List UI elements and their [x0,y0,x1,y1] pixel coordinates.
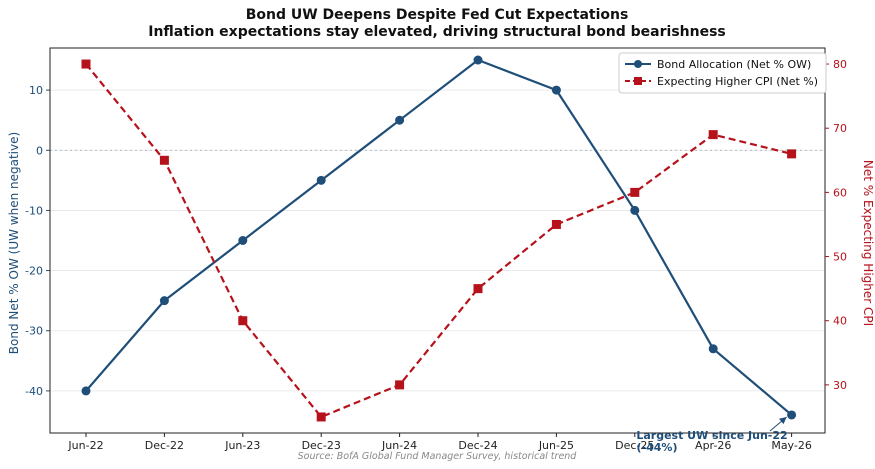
cpi-expectation-point [159,155,169,165]
left-tick-label: -20 [25,265,43,278]
annotation-arrowhead [778,416,787,425]
bond-allocation-point [81,386,91,396]
x-tick-label: Dec-24 [458,439,497,452]
annotation-text-value: (-44%) [637,441,678,454]
bond-allocation-point [316,175,326,185]
left-tick-label: -40 [25,385,43,398]
bond-allocation-point [551,85,561,95]
x-tick-label: Dec-23 [302,439,341,452]
chart-title: Bond UW Deepens Despite Fed Cut Expectat… [246,7,629,23]
right-axis-ticks: 30 40 50 60 70 80 [825,58,847,392]
legend-marker-cpi [634,77,642,85]
cpi-expectation-point [395,380,405,390]
series-line-bond-allocation [85,58,793,416]
bond-allocation-point [630,205,640,215]
legend-marker-bond [634,60,642,68]
legend-label-bond: Bond Allocation (Net % OW) [657,58,811,71]
bond-allocation-point [708,344,718,354]
cpi-expectation-point [473,284,483,294]
bond-allocation-point [159,296,169,306]
cpi-expectation-point [708,130,718,140]
cpi-expectation-point [238,316,248,326]
right-tick-label: 50 [833,251,847,264]
left-tick-label: -30 [25,325,43,338]
chart-subtitle: Inflation expectations stay elevated, dr… [148,24,726,40]
cpi-expectation-point [787,149,797,159]
cpi-expectation-point [551,219,561,229]
right-tick-label: 60 [833,186,847,199]
series-layer [81,55,797,422]
legend-box [618,52,827,94]
x-tick-label: Jun-25 [538,439,574,452]
left-axis-ticks: -40 -30 -20 -10 0 10 [25,84,50,398]
series-line-expecting-higher-cpi [85,63,792,419]
right-tick-label: 80 [833,58,847,71]
bond-allocation-point [473,55,483,65]
legend-label-cpi: Expecting Higher CPI (Net %) [657,75,818,88]
right-axis-label: Net % Expecting Higher CPI [861,160,875,326]
bond-allocation-point [238,236,248,245]
x-tick-label: Jun-22 [67,439,103,452]
x-tick-label: Jun-23 [224,439,260,452]
source-note: Source: BofA Global Fund Manager Survey,… [298,451,578,462]
x-tick-label: May-26 [771,439,812,452]
annotation-largest-uw: Largest UW since Jun-22 (-44%) [636,416,788,454]
cpi-expectation-point [81,59,91,69]
left-axis-label: Bond Net % OW (UW when negative) [7,132,21,354]
x-tick-label: Apr-26 [695,439,731,452]
x-axis-ticks: Jun-22 Dec-22 Jun-23 Dec-23 Jun-24 Dec-24 Jun-… [67,433,812,452]
left-tick-label: 0 [36,144,43,157]
plot-frame [49,47,826,434]
x-tick-label: Dec-22 [145,439,184,452]
right-tick-label: 70 [833,122,847,135]
left-tick-label: -10 [25,204,43,217]
left-tick-label: 10 [29,84,43,97]
cpi-expectation-point [630,187,640,197]
legend: Bond Allocation (Net % OW) Expecting Hig… [618,52,827,94]
right-tick-label: 40 [833,315,847,328]
right-tick-label: 30 [833,379,847,392]
bond-allocation-point [787,410,797,420]
bond-allocation-point [395,115,405,125]
x-tick-label: Jun-24 [381,439,417,452]
annotation-text: Largest UW since Jun-22 [636,429,787,442]
cpi-expectation-point [316,412,326,422]
x-tick-label: Dec-25 [615,439,654,452]
